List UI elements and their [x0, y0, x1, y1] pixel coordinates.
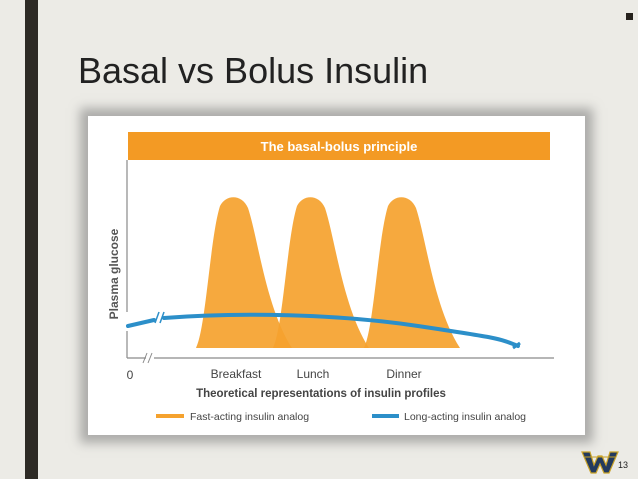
- x-axis-label: Theoretical representations of insulin p…: [196, 388, 446, 400]
- left-accent-bar: [25, 0, 38, 479]
- y-axis-label: Plasma glucose: [107, 228, 121, 319]
- x-axis-break-mark: [142, 352, 148, 364]
- long-acting-basal-line: [126, 312, 520, 348]
- fast-acting-peak-dinner: [364, 197, 460, 348]
- basal-break-mark: [154, 311, 160, 324]
- corner-square-icon: [626, 13, 633, 20]
- legend-label-long: Long-acting insulin analog: [404, 411, 526, 423]
- basal-line-tail: [512, 341, 521, 350]
- category-label-dinner: Dinner: [386, 367, 421, 381]
- category-label-lunch: Lunch: [297, 367, 330, 381]
- slide-title: Basal vs Bolus Insulin: [78, 50, 429, 91]
- fast-acting-peaks: [196, 197, 460, 348]
- chart-figure: The basal-bolus principle Plasma glucose…: [88, 116, 585, 435]
- x-axis-break-mark: [147, 352, 153, 364]
- chart-svg: The basal-bolus principle Plasma glucose…: [107, 132, 554, 423]
- legend-label-fast: Fast-acting insulin analog: [190, 411, 309, 423]
- chart-title-banner: [128, 132, 550, 160]
- slide-number: 13: [618, 460, 629, 470]
- wv-logo-icon: [581, 451, 619, 474]
- fast-acting-peak-breakfast: [196, 197, 292, 348]
- basal-break-mark: [159, 311, 165, 324]
- legend: Fast-acting insulin analog Long-acting i…: [156, 411, 526, 423]
- origin-label: 0: [127, 368, 134, 382]
- chart-title: The basal-bolus principle: [261, 139, 418, 154]
- category-labels: Breakfast Lunch Dinner: [211, 367, 422, 381]
- axes: [126, 160, 554, 364]
- fast-acting-peak-lunch: [273, 197, 369, 348]
- category-label-breakfast: Breakfast: [211, 367, 262, 381]
